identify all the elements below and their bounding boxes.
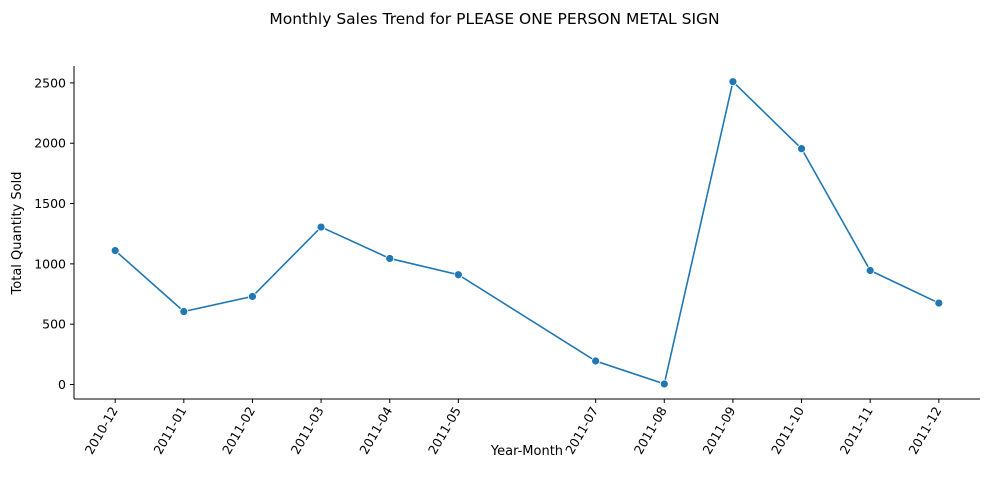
x-tick-label: 2011-10 <box>768 404 807 457</box>
x-axis-label: Year-Month <box>490 444 563 459</box>
data-point <box>453 270 463 280</box>
data-point <box>865 266 875 275</box>
y-tick-label: 1500 <box>34 196 66 211</box>
data-point <box>797 144 806 154</box>
data-point <box>728 77 738 87</box>
data-point <box>591 356 601 366</box>
y-axis-label: Total Quantity Sold <box>10 172 25 296</box>
x-tick-label: 2011-09 <box>699 404 738 457</box>
data-point <box>248 292 257 301</box>
data-point <box>179 307 189 316</box>
y-ticks: 0 500 1000 1500 2000 2500 <box>34 75 74 392</box>
x-tick-label: 2011-07 <box>562 404 601 457</box>
y-tick-label: 2000 <box>34 136 66 151</box>
data-point <box>659 379 669 389</box>
y-tick-label: 0 <box>58 377 66 392</box>
x-tick-label: 2010-12 <box>82 404 121 457</box>
series-line <box>114 80 940 385</box>
data-point <box>385 254 395 263</box>
x-tick-label: 2011-03 <box>288 404 327 457</box>
x-tick-label: 2011-05 <box>425 404 464 457</box>
x-tick-label: 2011-01 <box>150 404 189 457</box>
x-tick-label: 2011-04 <box>356 404 395 457</box>
series-layer <box>110 77 944 389</box>
y-tick-label: 2500 <box>34 75 66 90</box>
y-tick-label: 1000 <box>34 256 66 271</box>
x-tick-label: 2011-12 <box>905 404 944 457</box>
data-point <box>110 246 120 256</box>
chart-title: Monthly Sales Trend for PLEASE ONE PERSO… <box>269 10 719 28</box>
y-axis: 0 500 1000 1500 2000 2500 <box>34 66 75 399</box>
x-tick-label: 2011-02 <box>219 404 258 457</box>
x-tick-label: 2011-11 <box>837 404 876 457</box>
data-point <box>934 298 944 308</box>
data-point <box>316 222 326 232</box>
x-tick-label: 2011-08 <box>631 404 670 457</box>
y-tick-label: 500 <box>42 317 66 332</box>
